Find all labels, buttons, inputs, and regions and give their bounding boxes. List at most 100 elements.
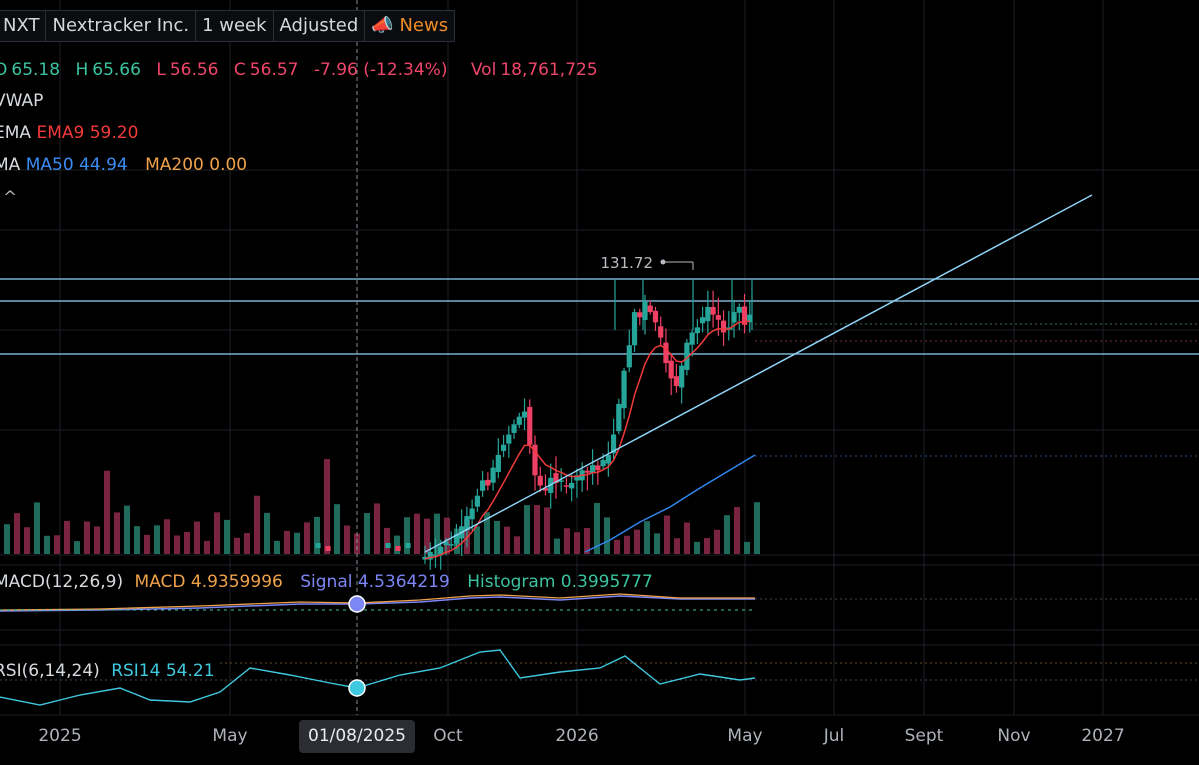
ma-label: MA [0,155,21,175]
news-button[interactable]: 📣 News [364,10,456,42]
rsi-legend[interactable]: RSI(6,14,24) RSI14 54.21 [0,661,215,681]
candle-body [673,376,680,387]
x-tick-label: Oct [433,726,463,746]
candle-body [516,416,522,425]
volume-bar [574,532,580,554]
volume-bar [264,512,270,554]
candle-body [480,480,486,491]
candle-body [490,467,496,483]
candle-body [574,475,580,481]
ema9-line [424,320,750,560]
low-value: 56.56 [169,60,219,80]
signal-line [0,595,755,612]
candle-body [427,551,433,560]
volume-bar [474,526,480,554]
candle-body [610,434,617,454]
volume-bar [554,538,560,554]
candle-body [464,516,470,531]
candle-body [637,312,643,318]
candle-body [315,543,321,548]
volume-label: Vol [470,60,497,80]
volume-bar [234,537,240,554]
candle-body [537,475,543,486]
ascending-trendline[interactable] [424,194,1093,553]
volume-bar [654,533,660,554]
trendline-group[interactable] [424,194,1093,553]
macd-legend[interactable]: MACD(12,26,9) MACD 4.9359996 Signal 4.53… [0,572,653,592]
candle-body [642,301,648,320]
volume-bar [444,517,450,554]
candle-body [747,314,753,323]
x-tick-label: 2027 [1081,726,1125,746]
volume-bar [184,531,190,554]
volume-bar [374,503,380,554]
volume-bar [624,535,630,554]
volume-bar [324,459,330,554]
candle-body [584,470,590,473]
candle-body [679,365,685,388]
volume-bar [64,520,70,554]
volume-value: 18,761,725 [500,60,598,80]
high-value: 65.66 [92,60,141,80]
volume-bar [384,527,390,554]
candle-body [569,482,575,489]
moving-averages [424,320,756,560]
candle-body [694,327,700,334]
horizontal-levels[interactable] [0,278,1199,457]
change-value: -7.96 (-12.34%) [313,60,448,80]
candle-body [720,320,727,333]
candle-body [521,411,528,418]
vwap-legend[interactable]: VWAP [0,91,43,111]
adjustment-toggle[interactable]: Adjusted [272,10,366,42]
ma200-value: MA200 0.00 [145,155,248,175]
volume-bar [54,535,60,554]
volume-bar [424,518,430,554]
volume-bar [594,502,600,554]
volume-bar [744,541,750,554]
company-name[interactable]: Nextracker Inc. [45,10,197,42]
candle-body [558,480,564,482]
volume-bar [244,533,250,554]
candle-body [710,307,716,315]
rsi-crosshair-dot [348,679,366,697]
volume-bar [364,513,370,554]
low-label: L [156,60,166,80]
volume-bar [14,513,20,554]
candle-body [595,465,601,471]
news-label: News [399,15,449,36]
x-tick-label: Sept [904,726,944,746]
candle-body [741,306,748,325]
candle-body [715,315,721,320]
candle-body [563,485,570,487]
candle-body [626,345,632,368]
collapse-legend-button[interactable]: ^ [3,188,17,208]
volume-bar [674,538,680,554]
volume-bar [354,533,360,554]
crosshair [348,0,366,715]
interval-selector[interactable]: 1 week [195,10,274,42]
signal-value: Signal 4.5364219 [300,572,450,592]
x-tick-label: 2026 [555,726,599,746]
candle-body [705,307,711,322]
vwap-label: VWAP [0,91,44,111]
volume-bar [304,522,310,554]
candle-body [700,317,706,324]
ema-legend[interactable]: EMA EMA9 59.20 [0,123,138,143]
ma-legend[interactable]: MA MA50 44.94 MA200 0.00 [0,155,247,175]
ticker-symbol[interactable]: NXT [0,10,47,42]
volume-bar [74,541,80,554]
ema-label: EMA [0,123,32,143]
crosshair-date-badge: 01/08/2025 [299,720,415,753]
ohlc-readout: O 65.18 H 65.66 L 56.56 C 56.57 -7.96 (-12.3… [0,60,602,80]
rsi-panel [0,649,1199,706]
volume-bar [494,520,500,554]
macd-line [0,593,755,611]
volume-bar [754,502,760,554]
candle-body [600,460,606,467]
candle-body [684,342,690,370]
volume-bar [104,470,110,554]
volume-bar [544,507,550,554]
candle-body [631,312,638,346]
